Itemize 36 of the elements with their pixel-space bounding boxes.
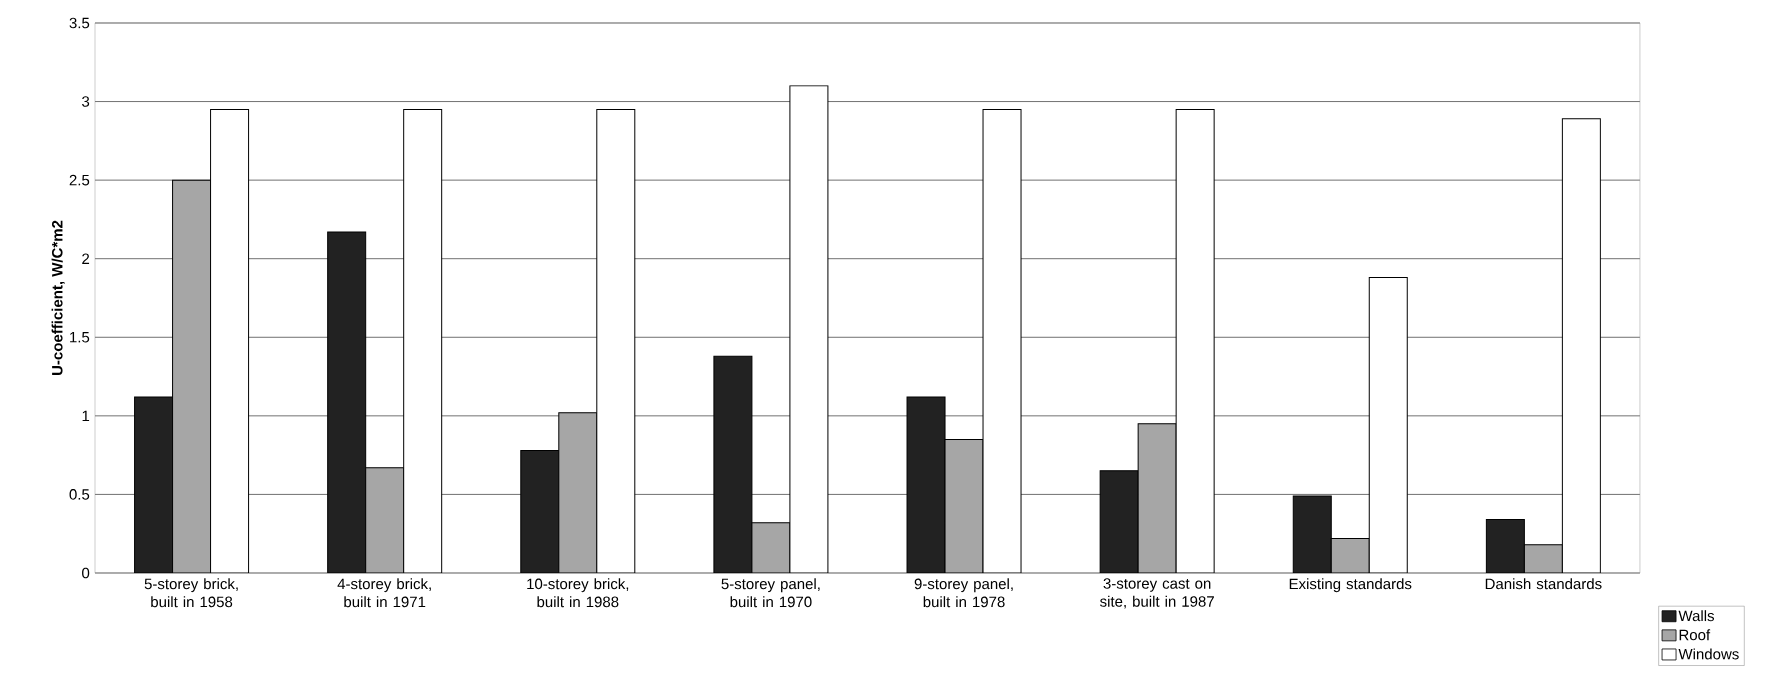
x-tick-label: Existing standards bbox=[1289, 578, 1412, 593]
y-tick-label: 1 bbox=[82, 410, 90, 421]
y-tick-label: 0.5 bbox=[69, 489, 90, 500]
y-tick-label: 3 bbox=[82, 96, 90, 107]
bar bbox=[365, 467, 405, 573]
y-axis-title: U-coefficient, W/C*m2 bbox=[51, 220, 65, 376]
bar bbox=[520, 449, 560, 573]
bar bbox=[1523, 544, 1563, 573]
bar bbox=[172, 179, 212, 573]
bar bbox=[558, 412, 598, 573]
x-tick-label: 10-storey brick, built in 1988 bbox=[527, 578, 629, 608]
y-tick-label: 2 bbox=[82, 253, 90, 264]
x-tick-label: 5-storey panel, built in 1970 bbox=[721, 578, 820, 608]
bar bbox=[1137, 423, 1177, 573]
bar bbox=[1099, 470, 1139, 573]
bar bbox=[1330, 537, 1370, 573]
y-tick-label: 0 bbox=[82, 567, 90, 579]
legend-label: Roof bbox=[1679, 629, 1711, 641]
bar bbox=[1292, 495, 1332, 573]
x-tick-label: 4-storey brick, built in 1971 bbox=[337, 578, 431, 608]
legend-label: Windows bbox=[1678, 648, 1739, 660]
y-tick-label: 3.5 bbox=[69, 17, 90, 29]
y-tick-label: 1.5 bbox=[70, 332, 90, 343]
x-tick-label: Danish standards bbox=[1485, 578, 1602, 590]
bar bbox=[906, 396, 946, 573]
bar bbox=[327, 231, 367, 573]
bar bbox=[944, 438, 984, 573]
y-tick-label: 2.5 bbox=[69, 174, 90, 186]
bar bbox=[1485, 519, 1525, 573]
bar bbox=[134, 396, 174, 573]
x-tick-label: 9-storey panel, built in 1978 bbox=[914, 578, 1013, 608]
x-tick-label: 3-storey cast on site, built in 1987 bbox=[1100, 578, 1214, 609]
legend-label: Walls bbox=[1678, 610, 1715, 622]
bar bbox=[713, 355, 753, 573]
x-tick-label: 5-storey brick, built in 1958 bbox=[144, 578, 238, 608]
bar bbox=[751, 522, 791, 573]
